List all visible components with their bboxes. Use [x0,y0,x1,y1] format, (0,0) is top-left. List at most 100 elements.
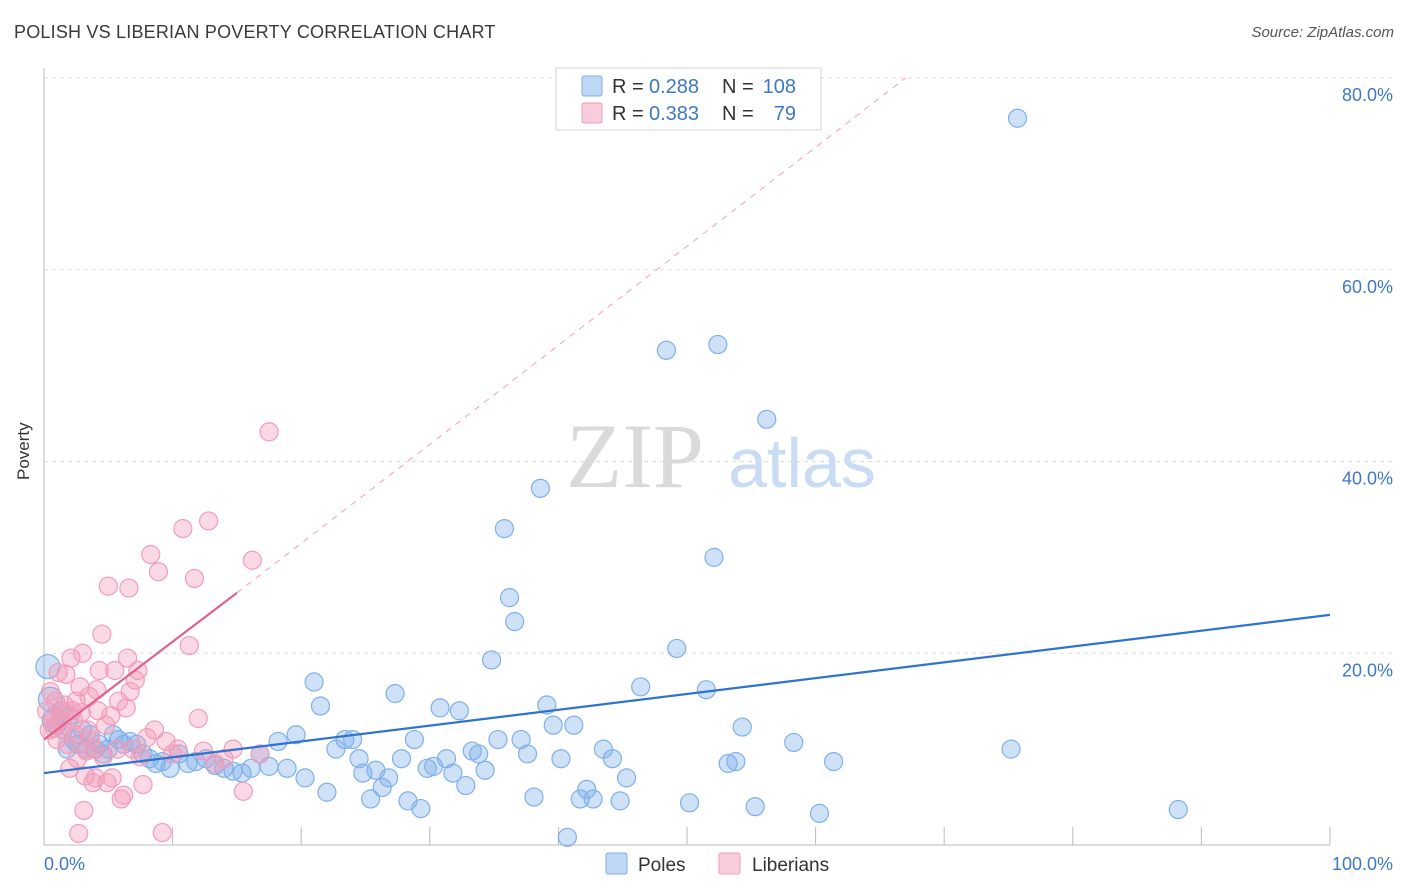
trend-extension-liberians [236,77,906,594]
point-poles [295,768,315,788]
point-poles [732,717,752,737]
point-poles [436,749,457,769]
point-liberians [44,718,64,738]
point-liberians [57,734,77,754]
point-poles [475,760,495,780]
point-poles [537,695,557,715]
point-poles [551,749,571,769]
point-poles [824,751,844,772]
point-poles [411,798,431,819]
point-poles [268,731,288,752]
point-liberians [152,822,172,843]
x-tick-label: 100.0% [1332,854,1393,874]
stats-legend: R = 0.288 N = 108 R = 0.383 N = 79 [555,67,822,131]
point-liberians [156,731,176,752]
point-liberians [193,741,214,761]
point-liberians [119,578,139,598]
point-poles [1001,739,1021,759]
point-poles [511,729,531,750]
point-liberians [133,774,153,795]
x-tick-label: 0.0% [44,854,85,874]
point-liberians [173,519,193,539]
point-liberians [144,720,165,740]
series-legend: Poles Liberians [605,852,829,876]
point-poles [310,696,331,716]
point-poles [616,768,637,788]
point-poles [696,680,716,700]
point-poles [564,715,584,735]
legend-n-value-poles: 108 [763,76,796,98]
point-liberians [72,643,93,663]
point-liberians [74,800,94,821]
legend-swatch-liberians [581,102,603,124]
point-poles [505,612,525,632]
point-liberians [148,562,169,582]
series-legend-swatch-liberians[interactable] [718,852,741,875]
point-poles [391,749,412,769]
point-poles [488,729,508,750]
legend-n-label-liberians: N = [722,103,754,125]
point-poles [361,789,381,809]
y-tick-label: 60.0% [1342,277,1393,297]
point-liberians [116,698,136,718]
point-poles [317,782,337,802]
point-liberians [114,785,134,805]
y-tick-label: 20.0% [1342,660,1393,680]
point-poles [718,753,738,774]
gridlines [44,77,1392,654]
point-poles [469,744,489,764]
point-poles [577,779,597,799]
point-poles [385,683,405,704]
point-poles [494,519,514,539]
data-points [35,108,1188,847]
trend-line-liberians [43,591,238,741]
point-liberians [179,635,199,656]
legend-r-value-poles: 0.288 [649,76,699,98]
point-liberians [61,648,81,668]
tick-labels: 20.0% 40.0% 60.0% 80.0% 0.0% 100.0% [44,85,1393,874]
point-liberians [65,725,85,745]
point-poles [343,729,363,750]
point-liberians [89,660,109,681]
chart-title: POLISH VS LIBERIAN POVERTY CORRELATION C… [14,22,496,42]
legend-swatch-poles [581,75,603,97]
point-poles [631,677,651,697]
point-poles [757,409,777,429]
point-liberians [69,823,89,844]
point-liberians [123,739,143,759]
point-liberians [250,744,270,764]
point-liberians [117,648,138,668]
point-poles [35,654,61,680]
point-poles [704,547,724,567]
point-poles [481,650,502,670]
watermark-zip: ZIP [566,405,704,507]
point-liberians [137,728,157,748]
series-legend-label-poles[interactable]: Poles [638,855,686,876]
point-liberians [96,715,116,735]
chart-source: Source: ZipAtlas.com [1251,24,1394,41]
point-poles [708,334,728,355]
point-poles [679,793,700,813]
point-liberians [188,708,208,729]
point-poles [379,768,399,788]
point-liberians [107,739,127,759]
trend-line-poles [43,613,1331,775]
series-legend-swatch-poles[interactable] [605,852,628,875]
point-poles [456,775,476,796]
point-liberians [80,729,100,750]
point-liberians [102,768,122,788]
point-poles [1007,108,1028,128]
point-liberians [40,681,61,702]
point-poles [784,732,804,753]
point-poles [726,751,746,772]
point-poles [160,758,180,778]
point-poles [304,672,324,692]
point-liberians [168,739,188,759]
point-liberians [66,691,86,711]
point-liberians [120,681,140,702]
point-poles [583,789,603,809]
point-liberians [105,660,125,681]
series-legend-label-liberians[interactable]: Liberians [752,855,829,876]
point-poles [430,698,450,718]
